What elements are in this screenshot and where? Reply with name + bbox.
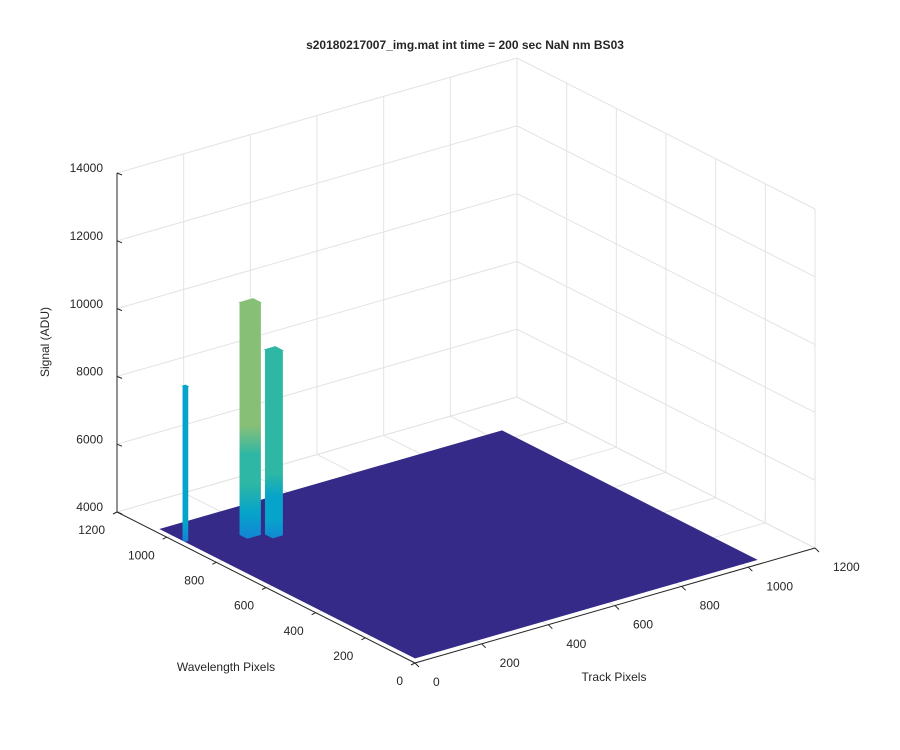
x-tick xyxy=(614,605,620,610)
peak-face xyxy=(359,573,370,610)
peak xyxy=(263,346,284,539)
z-tick xyxy=(116,172,123,176)
y-tick xyxy=(311,612,316,616)
x-tick-label: 1000 xyxy=(766,579,793,593)
y-tick-label: 800 xyxy=(184,574,204,588)
peak-top xyxy=(348,568,372,578)
grid-line xyxy=(116,57,816,210)
y-tick xyxy=(112,511,118,515)
z-tick-label: 14000 xyxy=(70,161,104,175)
grid-line xyxy=(116,193,816,346)
peak xyxy=(238,298,262,539)
z-tick xyxy=(116,240,123,244)
y-tick-label: 200 xyxy=(333,649,353,663)
peak xyxy=(181,384,190,542)
y-tick-label: 1000 xyxy=(128,548,155,562)
peak-face xyxy=(239,302,248,539)
y-tick-label: 1200 xyxy=(78,523,105,537)
peak-face xyxy=(349,571,360,610)
y-tick-label: 0 xyxy=(396,674,403,688)
x-axis-label: Track Pixels xyxy=(582,670,647,684)
y-tick xyxy=(410,662,416,666)
z-tick-label: 12000 xyxy=(70,229,104,243)
grid-line xyxy=(116,125,816,278)
x-tick xyxy=(814,547,820,553)
y-axis-label: Wavelength Pixels xyxy=(177,660,275,674)
chart-title: s20180217007_img.mat int time = 200 sec … xyxy=(306,38,624,52)
x-tick-label: 0 xyxy=(433,675,440,689)
x-tick xyxy=(747,566,753,572)
y-tick xyxy=(361,637,366,641)
x-tick xyxy=(481,643,487,649)
x-tick xyxy=(681,585,687,591)
x-tick-label: 400 xyxy=(566,637,586,651)
z-tick xyxy=(116,511,123,515)
y-tick-label: 400 xyxy=(284,624,304,638)
y-tick xyxy=(261,587,267,590)
x-tick-label: 800 xyxy=(700,599,720,613)
z-tick xyxy=(116,375,123,379)
y-tick xyxy=(212,561,217,565)
z-tick xyxy=(116,443,123,447)
peak-face xyxy=(246,302,261,539)
peak-face xyxy=(182,385,186,542)
x-tick xyxy=(414,662,420,668)
y-tick-label: 600 xyxy=(234,599,254,613)
surface xyxy=(159,430,758,659)
y-tick xyxy=(162,536,167,540)
peak-top xyxy=(181,384,190,388)
peak-face xyxy=(272,350,283,539)
x-tick-label: 200 xyxy=(500,656,520,670)
z-tick-label: 6000 xyxy=(76,432,103,446)
x-tick xyxy=(547,624,553,630)
x-tick-label: 1200 xyxy=(833,560,860,574)
z-tick xyxy=(116,308,123,312)
peak-top xyxy=(263,346,284,354)
z-tick-label: 4000 xyxy=(76,500,103,514)
peak-face xyxy=(185,386,189,542)
z-axis-label: Signal (ADU) xyxy=(38,307,52,377)
peak xyxy=(348,568,372,610)
peak-face xyxy=(264,349,273,539)
peak-top xyxy=(238,298,262,307)
z-tick-label: 8000 xyxy=(76,365,103,379)
z-tick-label: 10000 xyxy=(70,297,104,311)
x-tick-label: 600 xyxy=(633,618,653,632)
